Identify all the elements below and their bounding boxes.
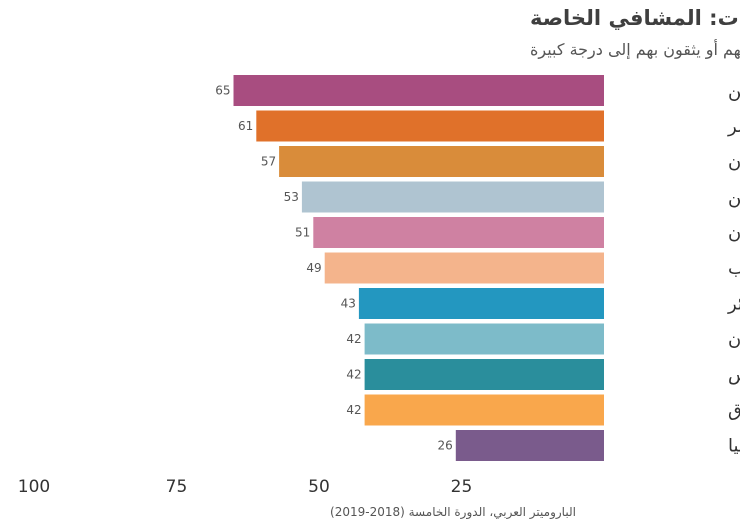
x-tick-label: 100 [18,477,50,497]
x-tick-label: 50 [308,477,330,497]
value-label: 53 [284,190,299,204]
value-label: 65 [215,84,230,98]
x-tick-label: 75 [166,477,188,497]
category-label: الأردن [728,222,740,244]
category-label: السودان [728,152,740,173]
source-note: الباروميتر العربي، الدورة الخامسة (2018-… [330,505,576,520]
bar-3 [279,146,604,177]
category-label: اليمن [728,81,740,102]
bar-4 [301,181,604,213]
bar-2 [256,110,604,142]
bar-10 [364,394,604,426]
value-label: 57 [261,155,276,169]
category-label: فلسطين [728,187,740,208]
value-label: 42 [346,368,361,382]
bar-7 [358,288,604,319]
bar-8 [364,323,604,355]
value-label: 49 [306,261,321,275]
category-label: الجزائر [727,294,740,315]
value-label: 61 [238,119,253,133]
value-label: 42 [346,403,361,417]
chart-subtitle: % من يثقون بهم أو يثقون بهم إلى درجة كبي… [530,39,740,60]
category-label: العراق [728,400,740,421]
bar-1 [233,75,604,106]
value-label: 42 [346,332,361,346]
category-label: لبنان [728,329,740,350]
value-label: 43 [341,297,356,311]
bar-5 [313,217,604,248]
bars-group: 65 اليمن 61 مصر 57 السودان 53 فلسطين 51 الأردن 49 ا… [215,75,740,461]
bar-11 [455,430,604,461]
value-label: 26 [438,439,453,453]
category-label: ليبيا [728,436,740,457]
category-label: المغرب [728,258,740,279]
value-label: 51 [295,226,310,240]
chart-title: الثقة بالمؤسسات: المشافي الخاصة [530,6,740,30]
x-tick-label: 25 [451,477,473,497]
category-label: تونس [728,365,740,386]
category-label: مصر [727,116,740,137]
x-axis-ticks: 100 75 50 25 [18,477,473,497]
bar-6 [324,252,604,284]
bar-9 [364,359,604,390]
